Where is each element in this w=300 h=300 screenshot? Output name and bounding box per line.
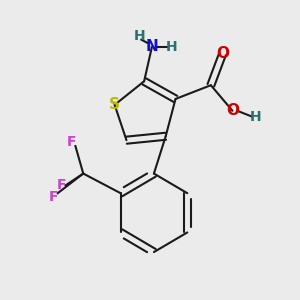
Text: N: N: [146, 39, 158, 54]
Text: H: H: [134, 29, 145, 43]
Text: F: F: [67, 135, 76, 149]
Text: F: F: [49, 190, 58, 204]
Text: H: H: [250, 110, 262, 124]
Text: S: S: [109, 98, 120, 112]
Text: O: O: [226, 103, 239, 118]
Text: F: F: [57, 178, 66, 192]
Text: O: O: [216, 46, 229, 61]
Text: H: H: [166, 40, 177, 54]
